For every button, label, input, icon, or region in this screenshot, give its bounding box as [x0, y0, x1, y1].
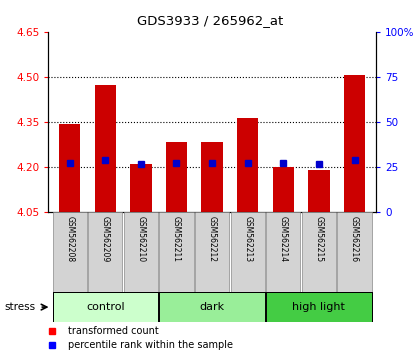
Bar [237, 118, 258, 212]
Bar [88, 212, 122, 292]
Text: transformed count: transformed count [68, 326, 159, 336]
Bar [202, 142, 223, 212]
Text: GSM562210: GSM562210 [136, 216, 145, 263]
Bar [52, 292, 158, 322]
Bar [94, 85, 116, 212]
Bar [266, 212, 300, 292]
Bar [124, 212, 158, 292]
Bar [302, 212, 336, 292]
Bar [344, 75, 365, 212]
Text: GSM562208: GSM562208 [65, 216, 74, 263]
Text: GSM562214: GSM562214 [279, 216, 288, 263]
Text: GSM562213: GSM562213 [243, 216, 252, 263]
Bar [52, 212, 87, 292]
Bar [308, 170, 330, 212]
Text: GSM562212: GSM562212 [207, 216, 217, 262]
Text: GSM562209: GSM562209 [101, 216, 110, 263]
Bar [160, 212, 194, 292]
Bar [231, 212, 265, 292]
Bar [130, 164, 152, 212]
Text: GDS3933 / 265962_at: GDS3933 / 265962_at [137, 14, 283, 27]
Text: stress: stress [4, 302, 35, 312]
Bar [59, 124, 80, 212]
Bar [195, 212, 229, 292]
Bar [273, 167, 294, 212]
Text: high light: high light [292, 302, 345, 312]
Bar [337, 212, 372, 292]
Text: control: control [86, 302, 125, 312]
Bar [166, 142, 187, 212]
Text: dark: dark [200, 302, 225, 312]
Text: GSM562211: GSM562211 [172, 216, 181, 262]
Bar [266, 292, 372, 322]
Bar [160, 292, 265, 322]
Text: GSM562215: GSM562215 [315, 216, 323, 263]
Text: GSM562216: GSM562216 [350, 216, 359, 263]
Text: percentile rank within the sample: percentile rank within the sample [68, 340, 233, 350]
